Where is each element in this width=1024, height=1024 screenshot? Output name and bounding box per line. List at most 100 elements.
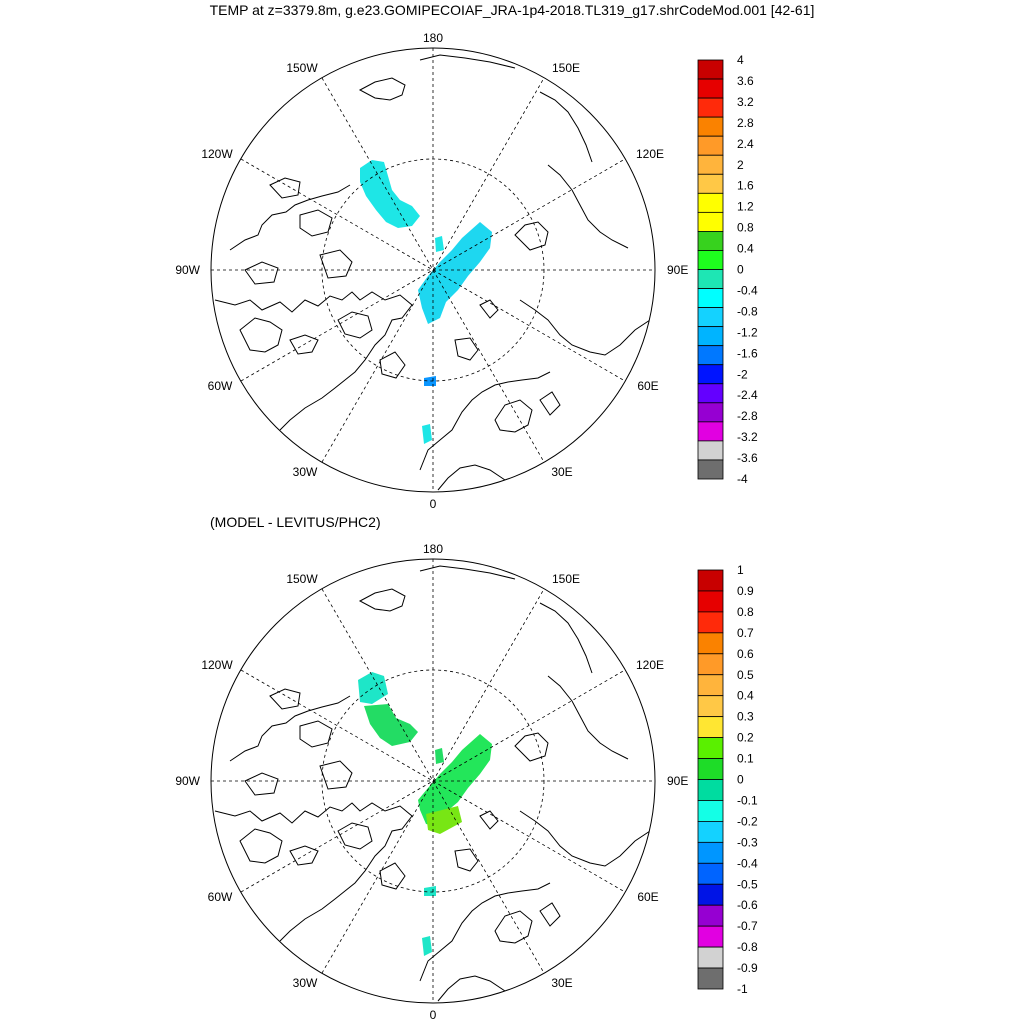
colorbar-label: -3.2 <box>737 430 758 444</box>
colorbar-label: 0.4 <box>737 242 754 256</box>
lon-label-30e: 30E <box>551 465 572 479</box>
colorbar-swatch <box>697 269 724 289</box>
colorbar-label: -2.4 <box>737 388 758 402</box>
colorbar-swatch <box>697 154 724 175</box>
longitude-labels: 180 150E 120E 90E 60E 30E 0 30W 60W 90W … <box>175 542 688 1022</box>
colorbar-swatch <box>697 779 724 801</box>
colorbar-label: 2.4 <box>737 137 754 151</box>
colorbar-swatch <box>697 716 724 738</box>
colorbar-swatch <box>697 800 724 822</box>
colorbar-swatch <box>697 440 724 461</box>
lon-label-120e: 120E <box>636 658 664 672</box>
colorbar-swatch <box>697 288 724 308</box>
colorbar-swatch <box>697 904 724 927</box>
lon-label-150e: 150E <box>552 61 580 75</box>
colorbar-label: -0.4 <box>737 283 758 297</box>
colorbar-swatch <box>697 116 724 137</box>
colorbar-label: 0 <box>737 263 744 277</box>
colorbar-swatch <box>697 459 724 480</box>
anomaly-patches <box>358 672 492 956</box>
lon-label-60w: 60W <box>208 890 233 904</box>
colorbar-swatch <box>697 421 724 442</box>
figure-title: TEMP at z=3379.8m, g.e23.GOMIPECOIAF_JRA… <box>209 2 815 18</box>
panel-subtitle: (MODEL - LEVITUS/PHC2) <box>210 514 381 530</box>
lon-label-150w: 150W <box>286 61 318 75</box>
colorbar-label: -1.6 <box>737 346 758 360</box>
map-boundary <box>210 558 656 1004</box>
colorbar-label: -0.1 <box>737 793 758 807</box>
colorbar-label: -1.2 <box>737 325 758 339</box>
colorbar-label: -4 <box>737 472 748 486</box>
colorbar-label: 0.4 <box>737 689 754 703</box>
colorbar-label: -2.8 <box>737 409 758 423</box>
lon-label-150e: 150E <box>552 572 580 586</box>
lon-label-180: 180 <box>423 542 443 556</box>
colorbar-swatch <box>697 569 724 592</box>
colorbar-label: -3.6 <box>737 451 758 465</box>
colorbar-label: 3.6 <box>737 74 754 88</box>
colorbar-label: 0.8 <box>737 221 754 235</box>
lon-label-30w: 30W <box>293 976 318 990</box>
colorbar-swatch <box>697 402 724 423</box>
colorbar-label: 0.8 <box>737 605 754 619</box>
colorbar-label: 2 <box>737 158 744 172</box>
colorbar-swatch <box>697 97 724 118</box>
colorbar-label: -1 <box>737 982 748 996</box>
lon-label-150w: 150W <box>286 572 318 586</box>
map-boundary <box>210 47 656 493</box>
colorbar-top: 4 3.6 3.2 2.8 2.4 2 1.6 1.2 0.8 0.4 0 -0.4 -0.8 -1.2 -… <box>697 53 758 486</box>
colorbar-swatch <box>697 59 724 80</box>
colorbar-label: -0.8 <box>737 940 758 954</box>
colorbar-swatch <box>697 653 724 676</box>
lon-label-90w: 90W <box>175 774 200 788</box>
colorbar-swatch <box>697 192 724 213</box>
colorbar-swatch <box>697 364 724 385</box>
colorbar-swatch <box>697 674 724 697</box>
lon-label-0: 0 <box>430 497 437 511</box>
colorbar-label: 3.2 <box>737 95 754 109</box>
colorbar-label: -0.3 <box>737 835 758 849</box>
colorbar-label: 1.6 <box>737 179 754 193</box>
colorbar-label: 4 <box>737 53 744 67</box>
colorbar-swatch <box>697 967 724 990</box>
colorbar-swatch <box>697 78 724 99</box>
colorbar-swatch <box>697 173 724 194</box>
polar-map-top: 180 150E 120E 90E 60E 30E 0 30W 60W 90W … <box>175 31 758 511</box>
colorbar-swatch <box>697 307 724 328</box>
lon-label-120w: 120W <box>201 147 233 161</box>
colorbar-swatch <box>697 820 724 843</box>
colorbar-label: 1 <box>737 563 744 577</box>
colorbar-swatch <box>697 211 724 232</box>
colorbar-swatch <box>697 632 724 655</box>
colorbar-label: 0.5 <box>737 668 754 682</box>
colorbar-label: -0.8 <box>737 304 758 318</box>
anomaly-patches <box>360 160 492 444</box>
colorbar-label: -0.5 <box>737 877 758 891</box>
colorbar-label: 0.2 <box>737 731 754 745</box>
colorbar-swatch <box>697 135 724 156</box>
colorbar-swatch <box>697 946 724 969</box>
colorbar-label: -0.7 <box>737 919 758 933</box>
colorbar-swatch <box>697 862 724 885</box>
colorbar-swatch <box>697 231 724 251</box>
colorbar-label: -2 <box>737 367 748 381</box>
lon-label-30e: 30E <box>551 976 572 990</box>
lon-label-120e: 120E <box>636 147 664 161</box>
lon-label-180: 180 <box>423 31 443 45</box>
graticule <box>211 48 655 492</box>
colorbar-swatch <box>697 841 724 864</box>
lon-label-120w: 120W <box>201 658 233 672</box>
colorbar-label: 1.2 <box>737 200 754 214</box>
colorbar-label: 0.7 <box>737 626 754 640</box>
colorbar-swatch <box>697 250 724 270</box>
lon-label-0: 0 <box>430 1008 437 1022</box>
colorbar-bottom: 1 0.9 0.8 0.7 0.6 0.5 0.4 0.3 0.2 0.1 0 -0.1 -0.2 -0.… <box>697 563 758 996</box>
lon-label-90e: 90E <box>667 774 688 788</box>
colorbar-swatch <box>697 925 724 948</box>
lon-label-90e: 90E <box>667 263 688 277</box>
polar-map-bottom: 180 150E 120E 90E 60E 30E 0 30W 60W 90W … <box>175 542 758 1022</box>
colorbar-label: 0 <box>737 773 744 787</box>
colorbar-swatch <box>697 590 724 613</box>
colorbar-swatch <box>697 758 724 780</box>
colorbar-swatch <box>697 737 724 759</box>
